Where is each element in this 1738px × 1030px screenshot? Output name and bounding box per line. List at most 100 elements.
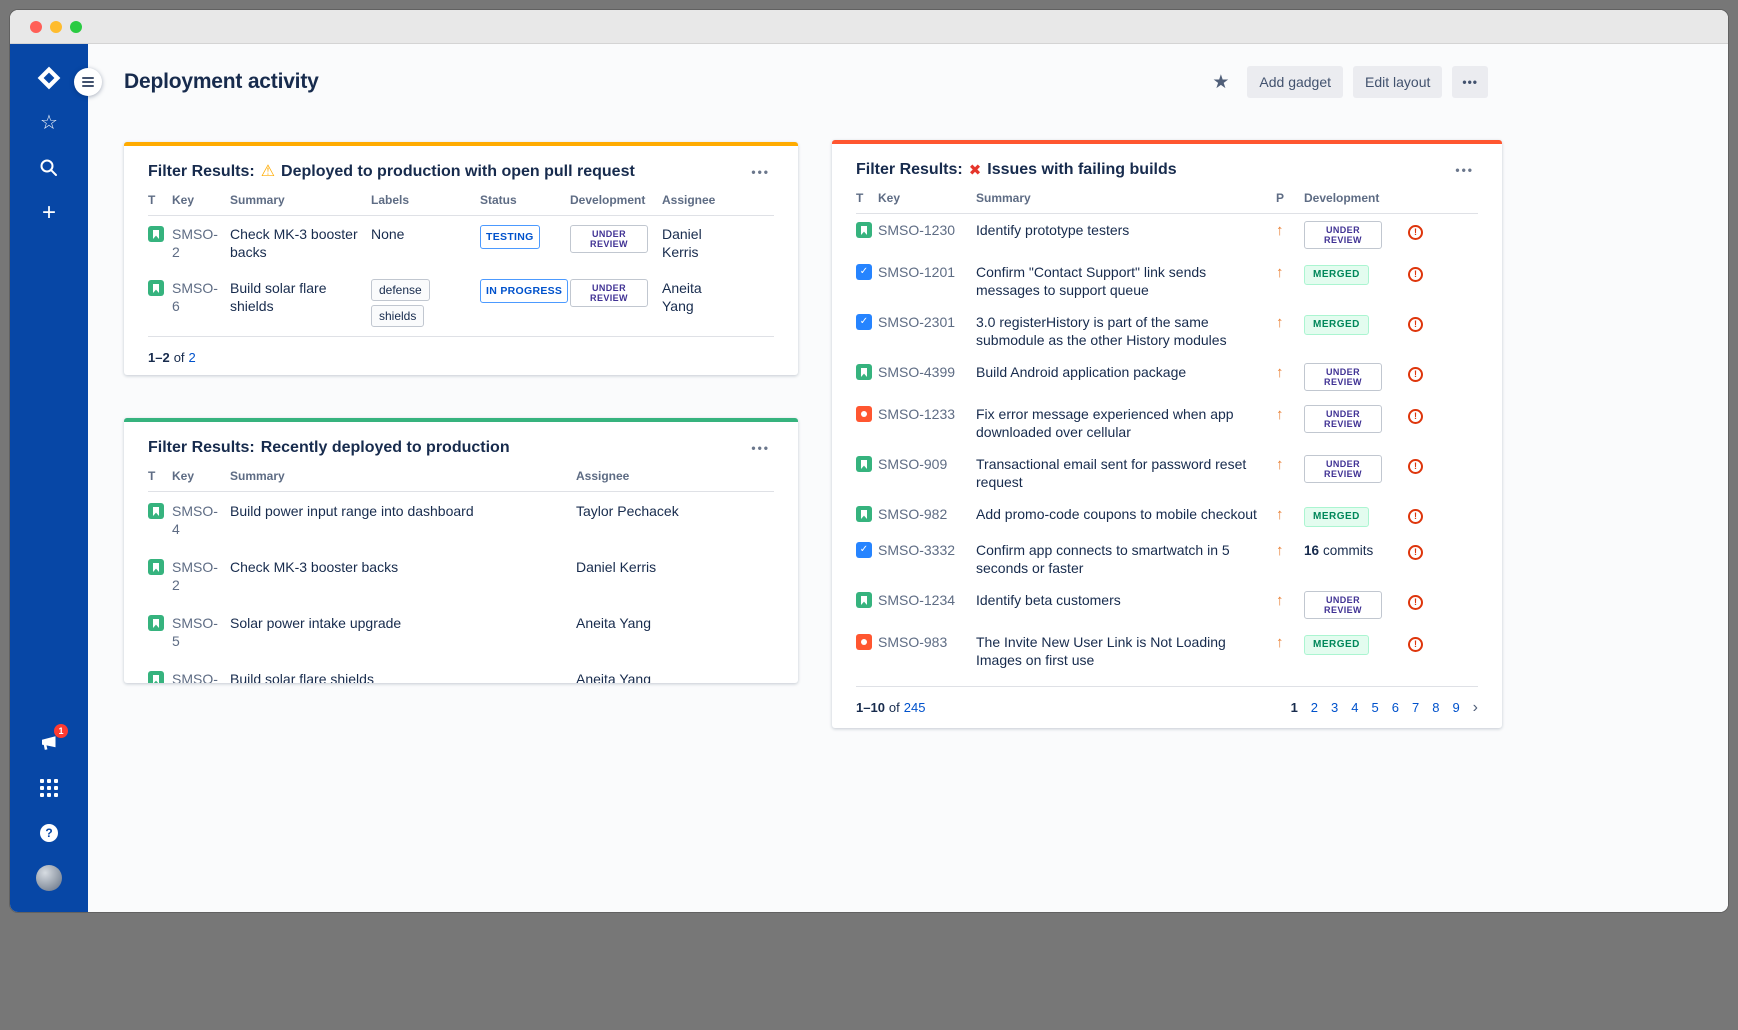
build-failure-icon[interactable]: ! — [1408, 367, 1423, 382]
table-row[interactable]: SMSO-6 Build solar flare shields Aneita … — [148, 660, 774, 683]
table-row[interactable]: SMSO-1201 Confirm "Contact Support" link… — [856, 256, 1478, 306]
build-failure-icon[interactable]: ! — [1408, 267, 1423, 282]
gadget-more-button[interactable]: ••• — [747, 437, 774, 459]
page-link[interactable]: 2 — [1310, 700, 1319, 715]
zoom-window-icon[interactable] — [70, 20, 82, 33]
issue-key[interactable]: SMSO-5 — [172, 615, 218, 649]
issue-key[interactable]: SMSO-1233 — [878, 406, 956, 422]
table-row[interactable]: SMSO-3332 Confirm app connects to smartw… — [856, 534, 1478, 584]
favorite-star-icon[interactable]: ★ — [1212, 71, 1230, 93]
table-row[interactable]: SMSO-5 Solar power intake upgrade Aneita… — [148, 604, 774, 660]
issue-key[interactable]: SMSO-2301 — [878, 314, 956, 330]
table-row[interactable]: SMSO-1230 Identify prototype testers ↑ U… — [856, 214, 1478, 256]
issue-key[interactable]: SMSO-983 — [878, 634, 948, 650]
issue-key[interactable]: SMSO-4399 — [878, 364, 956, 380]
issue-key[interactable]: SMSO-909 — [878, 456, 948, 472]
development-status-badge[interactable]: UNDER REVIEW — [1304, 221, 1382, 249]
issue-key[interactable]: SMSO-4 — [172, 503, 218, 537]
development-status-badge[interactable]: 16 commits — [1304, 543, 1374, 558]
starred-nav-icon[interactable]: ☆ — [35, 109, 63, 137]
gadget-more-button[interactable]: ••• — [1451, 159, 1478, 181]
development-status-badge[interactable]: UNDER REVIEW — [1304, 363, 1382, 391]
total-results-link[interactable]: 245 — [903, 700, 926, 715]
dashboard-more-button[interactable]: ••• — [1452, 66, 1488, 98]
issue-key[interactable]: SMSO-1230 — [878, 222, 956, 238]
issue-summary[interactable]: Identify beta customers — [976, 592, 1121, 608]
table-row[interactable]: SMSO-1234 Identify beta customers ↑ UNDE… — [856, 584, 1478, 626]
label-tag[interactable]: shields — [371, 305, 425, 327]
edit-layout-button[interactable]: Edit layout — [1353, 66, 1443, 98]
close-window-icon[interactable] — [30, 20, 42, 33]
build-failure-icon[interactable]: ! — [1408, 637, 1423, 652]
development-status-badge[interactable]: UNDER REVIEW — [570, 279, 648, 307]
development-status-badge[interactable]: UNDER REVIEW — [1304, 591, 1382, 619]
issue-key[interactable]: SMSO-2 — [172, 559, 218, 593]
table-row[interactable]: SMSO-2 Check MK-3 booster backs None TES… — [148, 216, 774, 270]
issue-summary[interactable]: Identify prototype testers — [976, 222, 1130, 238]
issue-summary[interactable]: Build solar flare shields — [230, 671, 374, 683]
issue-summary[interactable]: Build power input range into dashboard — [230, 503, 474, 519]
issue-key[interactable]: SMSO-2 — [172, 226, 218, 260]
table-row[interactable]: SMSO-2 Check MK-3 booster backs Daniel K… — [148, 548, 774, 604]
jira-logo[interactable] — [35, 64, 63, 92]
build-failure-icon[interactable]: ! — [1408, 595, 1423, 610]
table-row[interactable]: SMSO-4 Build power input range into dash… — [148, 492, 774, 548]
development-status-badge[interactable]: MERGED — [1304, 507, 1369, 527]
issue-key[interactable]: SMSO-1234 — [878, 592, 956, 608]
issue-key[interactable]: SMSO-1201 — [878, 264, 956, 280]
build-failure-icon[interactable]: ! — [1408, 409, 1423, 424]
page-link[interactable]: 4 — [1351, 700, 1359, 715]
issue-summary[interactable]: Solar power intake upgrade — [230, 615, 402, 631]
table-row[interactable]: SMSO-6 Build solar flare shields defense… — [148, 270, 774, 336]
notifications-icon[interactable]: 1 — [35, 724, 68, 757]
issue-summary[interactable]: Check MK-3 booster backs — [230, 559, 399, 575]
help-icon[interactable]: ? — [35, 819, 63, 847]
development-status-badge[interactable]: MERGED — [1304, 265, 1369, 285]
create-icon[interactable]: + — [35, 199, 63, 227]
page-link[interactable]: 7 — [1411, 700, 1420, 715]
app-switcher-icon[interactable] — [35, 774, 63, 802]
build-failure-icon[interactable]: ! — [1408, 459, 1423, 474]
issue-summary[interactable]: Confirm app connects to smartwatch in 5 … — [976, 542, 1230, 576]
page-link[interactable]: 1 — [1290, 700, 1298, 715]
page-link[interactable]: 6 — [1391, 700, 1399, 715]
next-page-icon[interactable]: › — [1472, 699, 1478, 716]
page-link[interactable]: 8 — [1432, 700, 1440, 715]
add-gadget-button[interactable]: Add gadget — [1247, 66, 1344, 98]
issue-key[interactable]: SMSO-6 — [172, 280, 218, 314]
search-icon[interactable] — [35, 154, 63, 182]
page-link[interactable]: 3 — [1331, 700, 1339, 715]
table-row[interactable]: SMSO-983 The Invite New User Link is Not… — [856, 626, 1478, 676]
minimize-window-icon[interactable] — [50, 20, 62, 33]
issue-summary[interactable]: Build Android application package — [976, 364, 1187, 380]
avatar[interactable] — [35, 864, 63, 892]
development-status-badge[interactable]: UNDER REVIEW — [1304, 455, 1382, 483]
issue-key[interactable]: SMSO-3332 — [878, 542, 956, 558]
page-link[interactable]: 5 — [1371, 700, 1379, 715]
issue-summary[interactable]: Add promo-code coupons to mobile checkou… — [976, 506, 1257, 522]
label-tag[interactable]: defense — [371, 279, 430, 301]
table-row[interactable]: SMSO-982 Add promo-code coupons to mobil… — [856, 498, 1478, 534]
development-status-badge[interactable]: MERGED — [1304, 315, 1369, 335]
development-status-badge[interactable]: MERGED — [1304, 635, 1369, 655]
table-row[interactable]: SMSO-1233 Fix error message experienced … — [856, 398, 1478, 448]
table-row[interactable]: SMSO-909 Transactional email sent for pa… — [856, 448, 1478, 498]
table-row[interactable]: SMSO-4399 Build Android application pack… — [856, 356, 1478, 398]
table-row[interactable]: SMSO-2301 3.0 registerHistory is part of… — [856, 306, 1478, 356]
issue-summary[interactable]: Confirm "Contact Support" link sends mes… — [976, 264, 1207, 298]
issue-summary[interactable]: Check MK-3 booster backs — [230, 226, 358, 260]
build-failure-icon[interactable]: ! — [1408, 225, 1423, 240]
sidebar-collapse-button[interactable] — [74, 68, 102, 96]
page-link[interactable]: 9 — [1452, 700, 1460, 715]
issue-key[interactable]: SMSO-982 — [878, 506, 948, 522]
development-status-badge[interactable]: UNDER REVIEW — [570, 225, 648, 253]
issue-summary[interactable]: Build solar flare shields — [230, 280, 327, 314]
build-failure-icon[interactable]: ! — [1408, 317, 1423, 332]
build-failure-icon[interactable]: ! — [1408, 509, 1423, 524]
issue-summary[interactable]: Fix error message experienced when app d… — [976, 406, 1234, 440]
total-results-link[interactable]: 2 — [188, 350, 196, 365]
issue-summary[interactable]: Transactional email sent for password re… — [976, 456, 1247, 490]
issue-summary[interactable]: The Invite New User Link is Not Loading … — [976, 634, 1226, 668]
issue-summary[interactable]: 3.0 registerHistory is part of the same … — [976, 314, 1227, 348]
development-status-badge[interactable]: UNDER REVIEW — [1304, 405, 1382, 433]
